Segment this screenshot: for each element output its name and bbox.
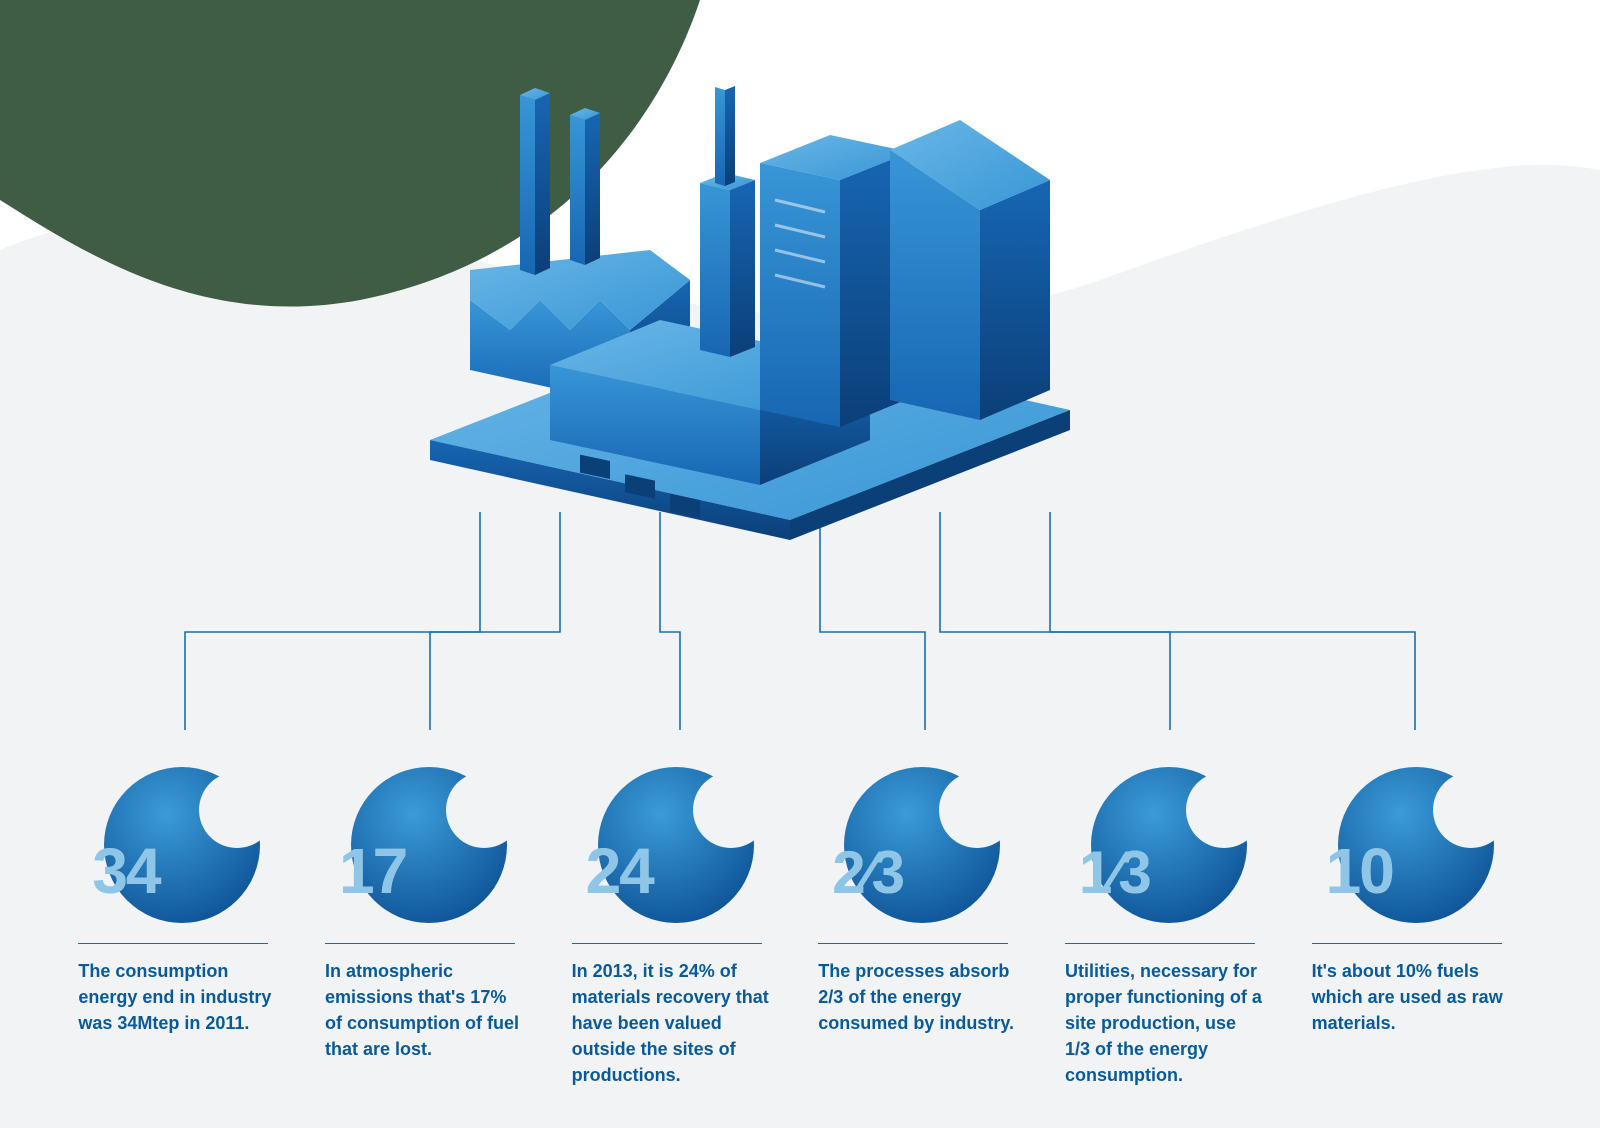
stat-description: Utilities, necessary for proper function… bbox=[1065, 958, 1265, 1088]
stat-bubble: 2⁄3 bbox=[842, 765, 1002, 925]
stat-value: 24 bbox=[586, 839, 653, 903]
stat-value: 34 bbox=[92, 839, 159, 903]
stat-row: 34 The consumption energy end in industry… bbox=[0, 765, 1600, 1088]
stat-description: The processes absorb 2/3 of the energy c… bbox=[818, 958, 1018, 1036]
stat-description: It's about 10% fuels which are used as r… bbox=[1312, 958, 1512, 1036]
stat-divider bbox=[572, 943, 762, 944]
building-tower-left bbox=[760, 135, 910, 427]
stat-item-1: 17 In atmospheric emissions that's 17% of… bbox=[325, 765, 535, 1088]
building-tower-right bbox=[890, 120, 1050, 420]
stat-divider bbox=[1312, 943, 1502, 944]
stat-bubble: 34 bbox=[102, 765, 262, 925]
stat-item-0: 34 The consumption energy end in industry… bbox=[78, 765, 288, 1088]
stat-description: In 2013, it is 24% of materials recovery… bbox=[572, 958, 772, 1088]
stat-description: In atmospheric emissions that's 17% of c… bbox=[325, 958, 525, 1062]
stat-divider bbox=[1065, 943, 1255, 944]
infographic-canvas: 34 The consumption energy end in industry… bbox=[0, 0, 1600, 1128]
stat-value: 1⁄3 bbox=[1079, 843, 1150, 903]
building-slim-stack bbox=[700, 86, 755, 357]
stat-divider bbox=[78, 943, 268, 944]
stat-bubble: 10 bbox=[1336, 765, 1496, 925]
stat-bubble: 24 bbox=[596, 765, 756, 925]
stat-item-3: 2⁄3 The processes absorb 2/3 of the energ… bbox=[818, 765, 1028, 1088]
stat-value: 17 bbox=[339, 839, 406, 903]
factory-icon bbox=[370, 40, 1130, 560]
stat-item-4: 1⁄3 Utilities, necessary for proper funct… bbox=[1065, 765, 1275, 1088]
stat-divider bbox=[818, 943, 1008, 944]
stat-value: 10 bbox=[1326, 839, 1393, 903]
stat-item-2: 24 In 2013, it is 24% of materials recove… bbox=[572, 765, 782, 1088]
stat-item-5: 10 It's about 10% fuels which are used as… bbox=[1312, 765, 1522, 1088]
stat-description: The consumption energy end in industry w… bbox=[78, 958, 278, 1036]
stat-divider bbox=[325, 943, 515, 944]
stat-bubble: 17 bbox=[349, 765, 509, 925]
stat-value: 2⁄3 bbox=[832, 843, 903, 903]
stat-bubble: 1⁄3 bbox=[1089, 765, 1249, 925]
